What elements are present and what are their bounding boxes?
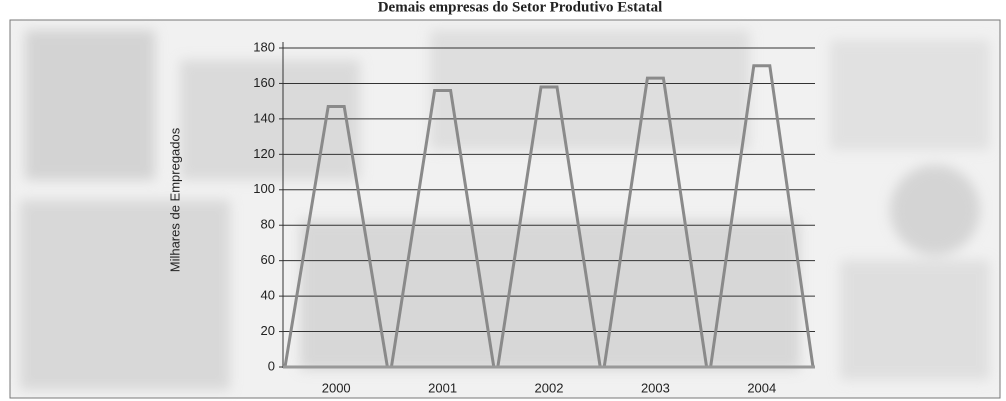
y-tick-label: 160: [253, 75, 275, 90]
y-tick-label: 60: [261, 252, 275, 267]
y-axis-label: Milhares de Empregados: [167, 127, 182, 272]
y-tick-label: 20: [261, 323, 275, 338]
y-tick-label: 180: [253, 39, 275, 54]
x-tick-label: 2001: [428, 380, 457, 395]
x-tick-label: 2003: [641, 380, 670, 395]
y-tick-label: 40: [261, 288, 275, 303]
x-tick-label: 2000: [322, 380, 351, 395]
x-tick-label: 2004: [747, 380, 776, 395]
y-tick-label: 0: [268, 358, 275, 373]
chart: Demais empresas do Setor Produtivo Estat…: [0, 0, 1006, 401]
x-tick-label: 2002: [535, 380, 564, 395]
y-tick-label: 100: [253, 181, 275, 196]
chart-title: Demais empresas do Setor Produtivo Estat…: [378, 0, 663, 15]
y-tick-label: 80: [261, 217, 275, 232]
y-tick-label: 140: [253, 110, 275, 125]
y-tick-label: 120: [253, 146, 275, 161]
